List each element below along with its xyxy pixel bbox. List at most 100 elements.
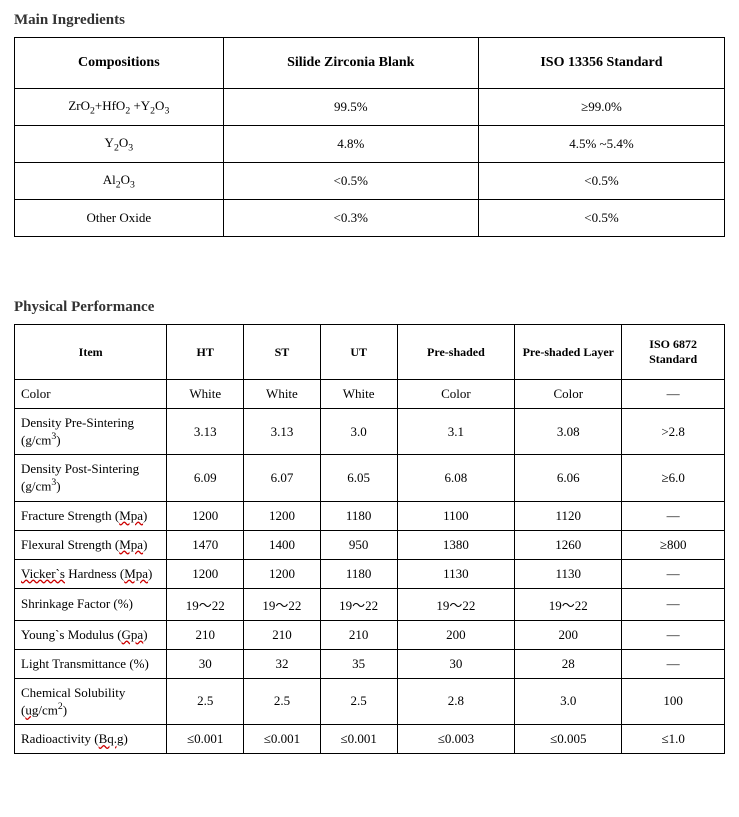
- cell-ht: 1200: [167, 559, 244, 588]
- cell-ht: ≤0.001: [167, 724, 244, 753]
- table-row: Al2O3<0.5%<0.5%: [15, 163, 725, 200]
- ingredients-table: Compositions Silide Zirconia Blank ISO 1…: [14, 37, 725, 237]
- cell-iso: —: [622, 588, 725, 620]
- heading-main-ingredients: Main Ingredients: [14, 12, 725, 29]
- cell-preshaded: ≤0.003: [397, 724, 515, 753]
- cell-preshaded: 1100: [397, 501, 515, 530]
- cell-ut: 210: [320, 620, 397, 649]
- cell-value: <0.5%: [223, 163, 478, 200]
- cell-ut: 19～22: [320, 588, 397, 620]
- cell-preshaded: 3.1: [397, 409, 515, 455]
- th-st: ST: [244, 325, 321, 380]
- cell-iso: —: [622, 380, 725, 409]
- cell-ut: 35: [320, 649, 397, 678]
- cell-iso: ≤1.0: [622, 724, 725, 753]
- cell-ht: White: [167, 380, 244, 409]
- table-row: Density Pre-Sintering (g/cm3)3.133.133.0…: [15, 409, 725, 455]
- cell-st: 1400: [244, 530, 321, 559]
- cell-st: 3.13: [244, 409, 321, 455]
- cell-iso: —: [622, 501, 725, 530]
- cell-item: Fracture Strength (Mpa): [15, 501, 167, 530]
- cell-preshaded-layer: 3.0: [515, 678, 622, 724]
- table-row: Y2O34.8%4.5% ~5.4%: [15, 126, 725, 163]
- cell-ut: 950: [320, 530, 397, 559]
- cell-composition: Other Oxide: [15, 200, 224, 237]
- cell-value: 99.5%: [223, 89, 478, 126]
- cell-ut: 1180: [320, 501, 397, 530]
- cell-st: 6.07: [244, 455, 321, 501]
- cell-preshaded: 19～22: [397, 588, 515, 620]
- cell-iso: —: [622, 649, 725, 678]
- th-ut: UT: [320, 325, 397, 380]
- cell-preshaded-layer: 200: [515, 620, 622, 649]
- cell-iso: 100: [622, 678, 725, 724]
- cell-preshaded-layer: 1260: [515, 530, 622, 559]
- performance-header-row: Item HT ST UT Pre-shaded Pre-shaded Laye…: [15, 325, 725, 380]
- th-preshaded: Pre-shaded: [397, 325, 515, 380]
- cell-ht: 3.13: [167, 409, 244, 455]
- th-iso6872: ISO 6872 Standard: [622, 325, 725, 380]
- table-row: Vicker`s Hardness (Mpa)12001200118011301…: [15, 559, 725, 588]
- cell-ht: 210: [167, 620, 244, 649]
- cell-preshaded-layer: 28: [515, 649, 622, 678]
- cell-ut: 3.0: [320, 409, 397, 455]
- cell-iso: ≥800: [622, 530, 725, 559]
- cell-iso: —: [622, 620, 725, 649]
- cell-ut: 2.5: [320, 678, 397, 724]
- cell-iso: ≥6.0: [622, 455, 725, 501]
- cell-st: 32: [244, 649, 321, 678]
- cell-value: 4.5% ~5.4%: [478, 126, 724, 163]
- cell-ht: 1200: [167, 501, 244, 530]
- cell-ut: 6.05: [320, 455, 397, 501]
- cell-item: Density Pre-Sintering (g/cm3): [15, 409, 167, 455]
- table-row: ColorWhiteWhiteWhiteColorColor—: [15, 380, 725, 409]
- cell-preshaded-layer: 3.08: [515, 409, 622, 455]
- cell-ht: 2.5: [167, 678, 244, 724]
- cell-st: 1200: [244, 559, 321, 588]
- cell-iso: >2.8: [622, 409, 725, 455]
- performance-table: Item HT ST UT Pre-shaded Pre-shaded Laye…: [14, 324, 725, 754]
- table-row: ZrO2+HfO2 +Y2O399.5%≥99.0%: [15, 89, 725, 126]
- cell-preshaded: 1380: [397, 530, 515, 559]
- cell-preshaded-layer: Color: [515, 380, 622, 409]
- cell-preshaded-layer: 19～22: [515, 588, 622, 620]
- cell-preshaded: 1130: [397, 559, 515, 588]
- heading-physical-performance: Physical Performance: [14, 299, 725, 316]
- cell-preshaded-layer: 1130: [515, 559, 622, 588]
- table-row: Flexural Strength (Mpa)14701400950138012…: [15, 530, 725, 559]
- cell-composition: Y2O3: [15, 126, 224, 163]
- cell-item: Flexural Strength (Mpa): [15, 530, 167, 559]
- cell-preshaded-layer: 1120: [515, 501, 622, 530]
- th-item: Item: [15, 325, 167, 380]
- ingredients-header-row: Compositions Silide Zirconia Blank ISO 1…: [15, 38, 725, 89]
- th-preshaded-layer: Pre-shaded Layer: [515, 325, 622, 380]
- cell-ut: White: [320, 380, 397, 409]
- cell-value: ≥99.0%: [478, 89, 724, 126]
- cell-item: Shrinkage Factor (%): [15, 588, 167, 620]
- cell-preshaded-layer: ≤0.005: [515, 724, 622, 753]
- cell-ht: 6.09: [167, 455, 244, 501]
- cell-composition: ZrO2+HfO2 +Y2O3: [15, 89, 224, 126]
- cell-st: 19～22: [244, 588, 321, 620]
- table-row: Chemical Solubility (ug/cm2)2.52.52.52.8…: [15, 678, 725, 724]
- cell-preshaded-layer: 6.06: [515, 455, 622, 501]
- th-ht: HT: [167, 325, 244, 380]
- th-compositions: Compositions: [15, 38, 224, 89]
- cell-item: Light Transmittance (%): [15, 649, 167, 678]
- th-iso13356: ISO 13356 Standard: [478, 38, 724, 89]
- table-row: Density Post-Sintering (g/cm3)6.096.076.…: [15, 455, 725, 501]
- cell-item: Chemical Solubility (ug/cm2): [15, 678, 167, 724]
- cell-ut: ≤0.001: [320, 724, 397, 753]
- cell-preshaded: 6.08: [397, 455, 515, 501]
- table-row: Radioactivity (Bq.g)≤0.001≤0.001≤0.001≤0…: [15, 724, 725, 753]
- table-row: Light Transmittance (%)3032353028—: [15, 649, 725, 678]
- cell-composition: Al2O3: [15, 163, 224, 200]
- cell-st: 2.5: [244, 678, 321, 724]
- cell-item: Young`s Modulus (Gpa): [15, 620, 167, 649]
- cell-preshaded: 2.8: [397, 678, 515, 724]
- table-row: Young`s Modulus (Gpa)210210210200200—: [15, 620, 725, 649]
- cell-item: Density Post-Sintering (g/cm3): [15, 455, 167, 501]
- cell-ht: 1470: [167, 530, 244, 559]
- cell-st: 1200: [244, 501, 321, 530]
- cell-item: Color: [15, 380, 167, 409]
